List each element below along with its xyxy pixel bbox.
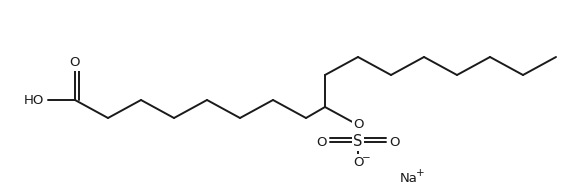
- Text: HO: HO: [24, 94, 44, 107]
- Text: O: O: [70, 56, 80, 70]
- Text: O: O: [389, 136, 400, 148]
- Text: O: O: [316, 136, 327, 148]
- Text: O: O: [353, 118, 363, 132]
- Text: Na: Na: [400, 171, 418, 185]
- Text: O: O: [353, 156, 363, 169]
- Text: +: +: [416, 168, 424, 178]
- Text: S: S: [354, 135, 363, 150]
- Text: −: −: [362, 153, 370, 163]
